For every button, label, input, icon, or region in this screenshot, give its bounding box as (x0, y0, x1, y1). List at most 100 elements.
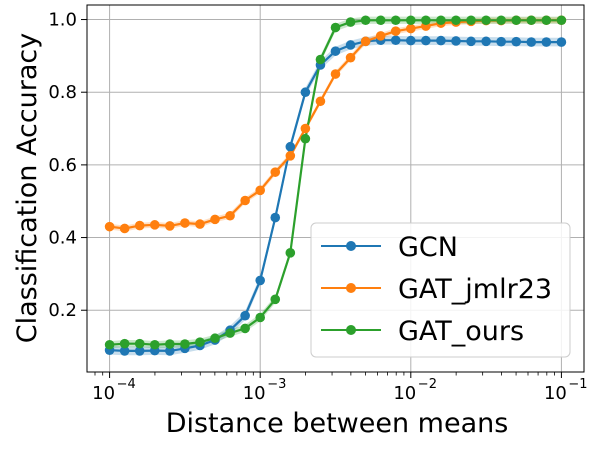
point-gcn (541, 37, 552, 47)
point-gcn (345, 40, 356, 50)
point-gcn (526, 37, 537, 47)
point-gat-jmlr23 (360, 36, 371, 47)
point-gat-ours (119, 338, 130, 349)
legend-marker-gat-ours (346, 325, 356, 335)
point-gat-ours (149, 339, 160, 350)
y-tick-label: 1.0 (48, 10, 77, 31)
point-gcn (270, 212, 281, 223)
point-gat-ours (255, 312, 265, 323)
point-gcn (406, 35, 416, 46)
x-tick-exponent: −1 (568, 377, 587, 392)
point-gcn (165, 346, 175, 356)
point-gat-jmlr23 (165, 221, 175, 231)
x-tick-label: 10 (544, 383, 567, 404)
y-tick-label: 0.2 (48, 300, 77, 321)
point-gat-jmlr23 (240, 195, 250, 206)
point-gat-ours (375, 15, 386, 26)
point-gcn (240, 310, 250, 321)
point-gat-ours (436, 15, 446, 26)
point-gat-jmlr23 (225, 210, 235, 221)
legend-box (310, 222, 571, 358)
point-gat-ours (451, 15, 461, 26)
x-tick-exponent: −2 (418, 377, 437, 392)
point-gcn (330, 46, 341, 56)
point-gcn (481, 36, 491, 47)
legend-marker-gat-jmlr23 (346, 283, 356, 293)
point-gat-ours (165, 339, 175, 349)
point-gat-jmlr23 (406, 23, 416, 34)
legend-label-gat-ours: GAT_ours (398, 316, 524, 347)
point-gat-ours (240, 323, 250, 334)
point-gat-ours (526, 15, 537, 26)
y-tick-label: 0.6 (48, 155, 77, 176)
point-gcn (421, 35, 431, 46)
legend-label-gcn: GCN (398, 232, 458, 263)
x-tick-label: 10 (92, 383, 115, 404)
point-gat-jmlr23 (375, 31, 386, 41)
point-gat-jmlr23 (210, 214, 220, 225)
x-tick-label: 10 (243, 383, 266, 404)
point-gat-ours (300, 133, 311, 144)
point-gat-jmlr23 (330, 69, 341, 79)
axis-ticks: 10 −4 10 −3 10 −2 10 −10.20.40.60.81.0 (48, 10, 587, 404)
legend-label-gat-jmlr23: GAT_jmlr23 (398, 274, 552, 305)
y-tick-label: 0.8 (48, 82, 77, 103)
point-gcn (119, 346, 130, 356)
point-gat-jmlr23 (315, 96, 326, 107)
point-gat-jmlr23 (255, 185, 265, 196)
point-gat-jmlr23 (104, 221, 115, 232)
point-gat-ours (496, 15, 506, 26)
point-gat-ours (285, 248, 296, 258)
series-markers (104, 15, 567, 356)
legend-entry-gat-jmlr23: GAT_jmlr23 (321, 274, 552, 305)
point-gat-ours (225, 328, 235, 338)
point-gcn (466, 36, 476, 47)
point-gat-ours (104, 339, 115, 350)
point-gcn (436, 35, 446, 46)
point-gat-ours (210, 333, 220, 344)
legend-entry-gcn: GCN (321, 232, 458, 263)
point-gat-ours (195, 337, 205, 348)
point-gcn (134, 346, 145, 356)
point-gcn (300, 87, 311, 98)
point-gat-jmlr23 (180, 218, 190, 228)
point-gat-jmlr23 (134, 220, 145, 231)
x-tick-exponent: −3 (267, 377, 286, 392)
point-gat-ours (541, 15, 552, 26)
point-gat-ours (315, 54, 326, 65)
point-gcn (285, 141, 296, 152)
point-gcn (511, 36, 522, 47)
point-gcn (556, 37, 567, 47)
point-gat-ours (330, 22, 341, 33)
point-gcn (496, 36, 506, 47)
point-gat-ours (466, 15, 476, 26)
point-gat-ours (390, 15, 401, 26)
y-axis-label: Classification Accuracy (12, 33, 43, 344)
x-axis-label: Distance between means (166, 408, 509, 439)
point-gat-jmlr23 (270, 167, 281, 177)
point-gcn (451, 36, 461, 46)
point-gcn (255, 275, 265, 286)
point-gat-ours (180, 339, 190, 349)
legend-marker-gcn (346, 241, 356, 251)
point-gat-ours (134, 338, 145, 349)
point-gat-jmlr23 (285, 150, 296, 161)
point-gat-jmlr23 (300, 123, 311, 134)
y-tick-label: 0.4 (48, 228, 77, 249)
legend: GCN GAT_jmlr23 GAT_ours (310, 222, 571, 358)
x-tick-exponent: −4 (117, 377, 136, 392)
point-gat-ours (270, 294, 281, 305)
point-gat-ours (406, 15, 416, 26)
point-gat-jmlr23 (195, 219, 205, 229)
point-gat-jmlr23 (119, 223, 130, 234)
point-gat-ours (511, 15, 522, 26)
legend-entry-gat-ours: GAT_ours (321, 316, 524, 347)
point-gat-ours (421, 15, 431, 26)
plot-frame (86, 4, 585, 373)
point-gat-ours (360, 15, 371, 26)
point-gat-jmlr23 (149, 220, 160, 230)
point-gcn (390, 35, 401, 46)
point-gat-ours (556, 15, 567, 26)
point-gat-ours (345, 17, 356, 27)
